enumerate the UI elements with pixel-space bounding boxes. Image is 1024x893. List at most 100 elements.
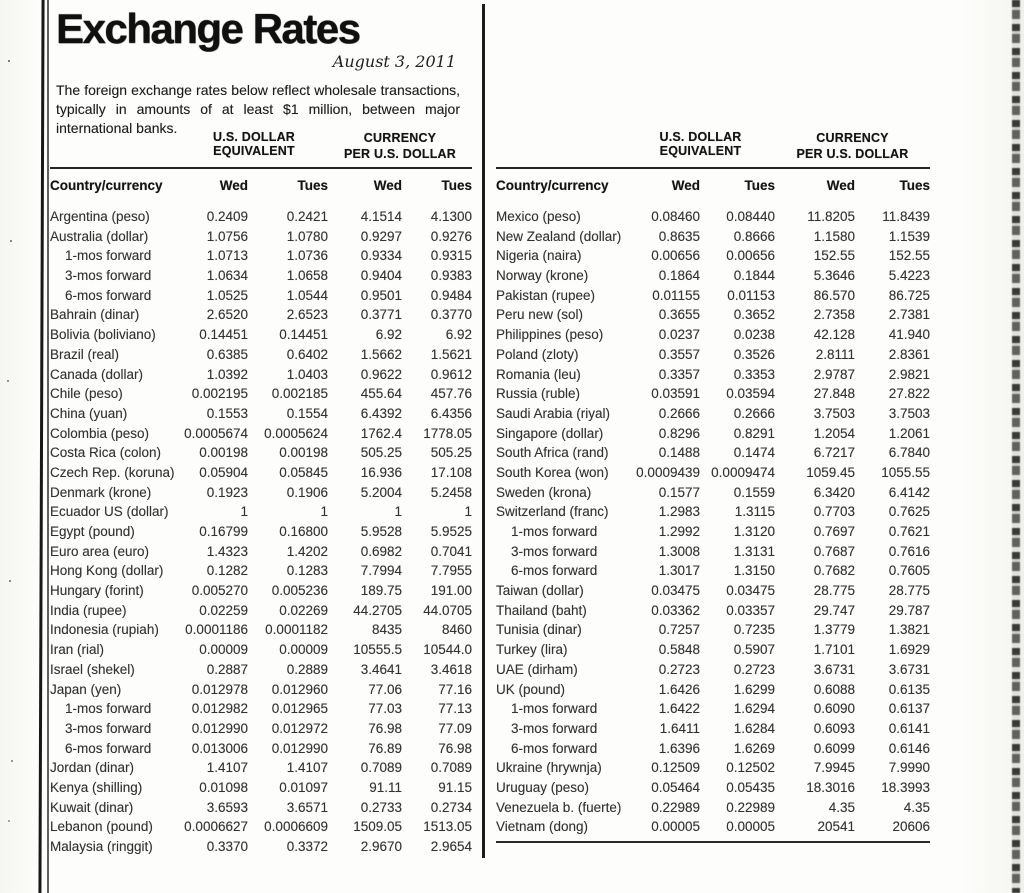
rate-cell: 1.0392 [206,366,248,382]
exchange-table-left: U.S. DOLLAR EQUIVALENT CURRENCY PER U.S.… [50,127,472,857]
table-row: Saudi Arabia (riyal) 0.2666 0.2666 3.7503 3.… [496,404,930,424]
rate-cell: 44.2705 [353,602,402,618]
rate-cell: 17.108 [430,464,472,480]
rate-cell: 1.6396 [658,740,700,756]
rate-cell: 0.3526 [733,346,775,362]
country-cell: 3-mos forward [65,720,152,736]
rate-cell: 20541 [817,819,855,835]
table-row: Singapore (dollar) 0.8296 0.8291 1.2054 1.20… [496,424,930,444]
country-cell: Jordan (dinar) [50,760,135,776]
rate-cell: 0.7089 [360,760,402,776]
rate-cell: 0.00009 [279,642,328,658]
rate-cell: 2.8111 [815,346,855,362]
rate-cell: 1 [464,504,472,520]
rate-cell: 0.9484 [430,287,472,303]
rate-cell: 1.3779 [813,622,855,638]
table-row: Poland (zloty) 0.3557 0.3526 2.8111 2.8361 [496,345,930,365]
country-cell: Costa Rica (colon) [50,445,162,461]
country-cell: Iran (rial) [50,642,105,658]
country-cell: Singapore (dollar) [496,425,604,441]
rate-cell: 0.2666 [733,405,775,421]
rate-cell: 1509.05 [353,819,402,835]
rate-cell: 0.0009474 [711,464,775,480]
rate-cell: 2.7381 [888,307,930,323]
rate-cell: 1.3150 [733,563,775,579]
rate-cell: 0.22989 [726,799,775,815]
rate-cell: 0.03362 [651,602,700,618]
country-cell: Japan (yen) [50,681,122,697]
table-row: China (yuan) 0.1553 0.1554 6.4392 6.4356 [50,404,472,424]
rate-cell: 0.6088 [813,681,855,697]
rate-cell: 11.8205 [807,209,855,224]
table-row: Lebanon (pound) 0.0006627 0.0006609 1509.05… [50,817,472,837]
rate-cell: 189.75 [360,583,402,599]
rate-cell: 505.25 [360,445,402,461]
table-row: Bolivia (boliviano) 0.14451 0.14451 6.92 6.9… [50,325,472,345]
table-row: Russia (ruble) 0.03591 0.03594 27.848 27.822 [496,384,930,404]
rate-cell: 1762.4 [360,425,402,441]
country-cell: 6-mos forward [511,563,598,579]
rate-cell: 77.13 [438,701,472,717]
rate-cell: 0.7682 [813,563,855,579]
rate-cell: 0.7687 [813,543,855,559]
rate-cell: 2.9787 [813,366,855,382]
table-row: Pakistan (rupee) 0.01155 0.01153 86.570 86.7… [496,286,930,306]
table-row: Argentina (peso) 0.2409 0.2421 4.1514 4.1300 [50,207,472,227]
rate-cell: 0.005236 [271,583,328,599]
rate-cell: 6.7217 [813,445,855,461]
rate-cell: 3.7503 [888,405,930,421]
country-cell: Indonesia (rupiah) [50,622,159,638]
table-row: Tunisia (dinar) 0.7257 0.7235 1.3779 1.3821 [496,620,930,640]
rate-cell: 2.6523 [286,307,328,323]
rate-cell: 1.0756 [206,228,248,244]
rate-cell: 0.6090 [813,701,855,717]
rate-cell: 0.012978 [191,681,248,697]
table-row: Brazil (real) 0.6385 0.6402 1.5662 1.5621 [50,345,472,365]
rate-cell: 6.4356 [430,405,472,421]
table-row: Euro area (euro) 1.4323 1.4202 0.6982 0.7041 [50,542,472,562]
rate-cell: 1.6422 [658,701,700,717]
rate-cell: 0.1282 [206,563,248,579]
rate-cell: 1 [394,504,402,520]
table-row: Malaysia (ringgit) 0.3370 0.3372 2.9670 2.96… [50,837,472,857]
rate-cell: 1 [320,504,328,520]
group-header-currency-line1: CURRENCY [816,131,889,145]
rate-cell: 1055.55 [881,464,930,480]
table-row: Philippines (peso) 0.0237 0.0238 42.128 41.9… [496,325,930,345]
country-cell: 6-mos forward [65,740,152,756]
rate-cell: 1.6284 [733,720,775,736]
rate-cell: 1.4107 [286,760,328,776]
rate-cell: 1.6426 [658,681,700,697]
rate-cell: 27.822 [888,386,930,402]
rate-cell: 0.2723 [733,661,775,677]
rate-cell: 0.1488 [658,445,700,461]
country-cell: New Zealand (dollar) [496,228,622,244]
table-row: Jordan (dinar) 1.4107 1.4107 0.7089 0.7089 [50,758,472,778]
group-header-currency-line1: CURRENCY [363,131,437,145]
table-row: 1-mos forward 0.012982 0.012965 77.03 77.13 [50,699,472,719]
rate-cell: 0.14451 [279,327,328,343]
rate-cell: 0.00198 [279,445,328,461]
header-rule [50,167,472,169]
rate-cell: 1.3821 [888,622,930,638]
country-cell: Canada (dollar) [50,366,144,382]
country-cell: South Korea (won) [496,464,609,480]
rate-cell: 1.6411 [659,720,700,736]
rate-cell: 0.9501 [360,287,402,303]
rate-cell: 1.3131 [733,543,775,559]
country-cell: Israel (shekel) [50,661,135,677]
country-cell: Saudi Arabia (riyal) [496,405,611,421]
country-cell: Ukraine (hrywnja) [496,760,602,776]
rate-cell: 0.1559 [733,484,775,500]
column-header-row: Country/currency Wed Tues Wed Tues [496,171,930,197]
country-cell: India (rupee) [50,602,127,618]
rate-cell: 44.0705 [423,602,472,618]
rate-cell: 3.6731 [813,661,855,677]
column-header-usd-wed: Wed [219,178,248,193]
rate-cell: 6.92 [375,327,402,343]
country-cell: Argentina (peso) [50,209,150,224]
table-row: Venezuela b. (fuerte) 0.22989 0.22989 4.35 4… [496,798,930,818]
table-right-body: Mexico (peso) 0.08460 0.08440 11.8205 11.843… [496,197,930,837]
rate-cell: 0.05845 [279,464,328,480]
rate-cell: 2.7358 [813,307,855,323]
